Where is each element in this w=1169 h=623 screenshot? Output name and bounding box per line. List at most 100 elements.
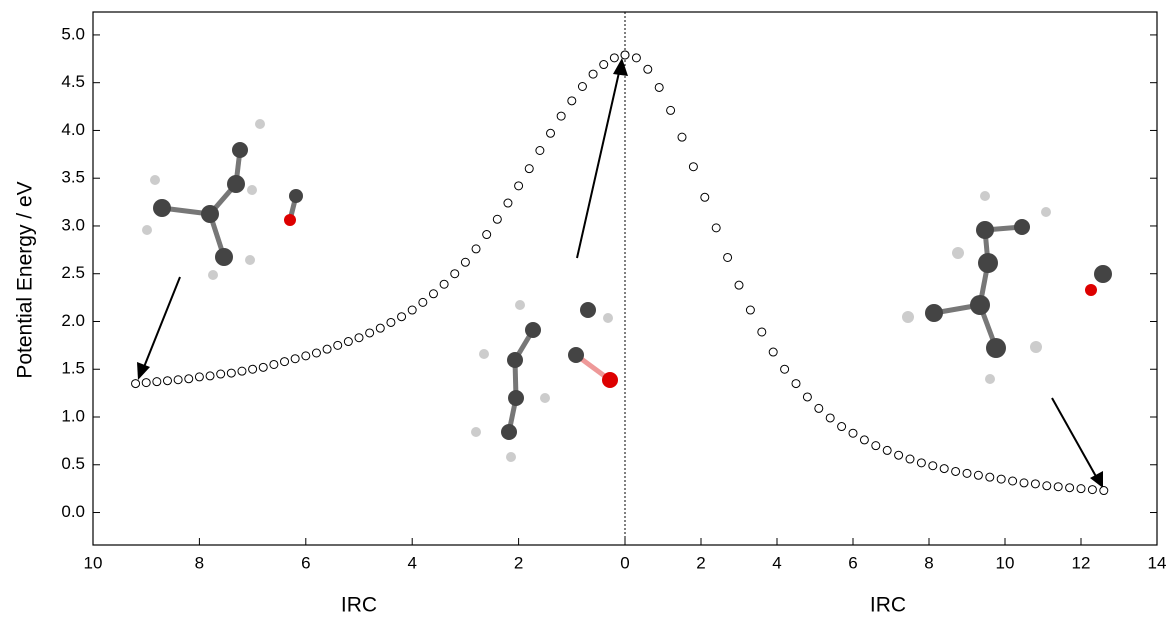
y-tick-label: 1.5	[61, 359, 85, 378]
point	[1065, 483, 1075, 493]
point	[311, 348, 321, 358]
point	[503, 198, 513, 208]
point	[928, 461, 938, 471]
molecule	[142, 119, 303, 280]
point	[333, 340, 343, 350]
point	[450, 269, 460, 279]
point	[152, 377, 162, 387]
point	[1008, 476, 1018, 486]
point	[194, 372, 204, 382]
point	[354, 333, 364, 343]
point	[258, 362, 268, 372]
y-tick-label: 3.5	[61, 168, 85, 187]
point	[951, 466, 961, 476]
x-tick-label: 0	[620, 553, 629, 572]
y-tick-label: 5.0	[61, 24, 85, 43]
y-tick-label: 3.0	[61, 215, 85, 234]
point	[301, 351, 311, 361]
point	[588, 69, 598, 79]
point	[791, 379, 801, 389]
y-axis-label: Potential Energy / eV	[14, 181, 37, 378]
point	[666, 105, 676, 115]
molecule	[902, 191, 1112, 384]
point	[556, 111, 566, 121]
point	[973, 470, 983, 480]
point	[734, 280, 744, 290]
arrow	[1051, 397, 1099, 481]
point	[802, 392, 812, 402]
point	[757, 327, 767, 337]
x-axis-label: IRC	[341, 594, 377, 617]
point	[1019, 478, 1029, 488]
point	[577, 82, 587, 92]
point	[825, 413, 835, 423]
x-tick-label: 2	[696, 553, 705, 572]
point	[184, 374, 194, 384]
x-tick-label: 12	[1072, 553, 1091, 572]
x-tick-label: 4	[407, 553, 416, 572]
point	[654, 82, 664, 92]
point	[471, 244, 481, 254]
point	[905, 454, 915, 464]
arrowhead	[613, 58, 628, 76]
point	[343, 337, 353, 347]
y-tick-label: 2.0	[61, 311, 85, 330]
point	[643, 64, 653, 74]
arrowhead	[137, 362, 150, 380]
point	[1053, 482, 1063, 492]
y-tick-label: 2.5	[61, 263, 85, 282]
point	[216, 369, 226, 379]
point	[916, 458, 926, 468]
point	[397, 312, 407, 322]
point	[985, 472, 995, 482]
point	[269, 359, 279, 369]
point	[162, 376, 172, 386]
point	[609, 53, 619, 63]
x-tick-label: 4	[772, 553, 781, 572]
point	[882, 445, 892, 455]
point	[546, 128, 556, 138]
point	[677, 132, 687, 142]
arrows	[141, 67, 1099, 481]
y-tick-label: 4.5	[61, 72, 85, 91]
point	[939, 464, 949, 474]
arrowhead	[1090, 471, 1103, 488]
point	[365, 328, 375, 338]
x-tick-label: 10	[84, 553, 103, 572]
point	[535, 146, 545, 156]
point	[859, 435, 869, 445]
point	[524, 164, 534, 174]
point	[492, 214, 502, 224]
point	[375, 323, 385, 333]
point	[996, 474, 1006, 484]
point	[631, 53, 641, 63]
point	[439, 279, 449, 289]
point	[460, 257, 470, 267]
x-tick-label: 8	[924, 553, 933, 572]
y-tick-label: 0.5	[61, 454, 85, 473]
point	[962, 468, 972, 478]
point	[620, 50, 630, 60]
point	[226, 368, 236, 378]
point	[205, 371, 215, 381]
point	[700, 192, 710, 202]
x-tick-label: 2	[514, 553, 523, 572]
point	[894, 450, 904, 460]
point	[768, 347, 778, 357]
point	[814, 403, 824, 413]
point	[290, 354, 300, 364]
point	[248, 364, 258, 374]
point	[237, 366, 247, 376]
point	[1087, 485, 1097, 495]
point	[482, 230, 492, 240]
point	[514, 181, 524, 191]
molecule	[471, 300, 618, 462]
point	[567, 96, 577, 106]
point	[871, 441, 881, 451]
point	[280, 357, 290, 367]
y-tick-label: 1.0	[61, 406, 85, 425]
point	[723, 252, 733, 262]
point	[711, 223, 721, 233]
point	[1030, 479, 1040, 489]
y-tick-label: 0.0	[61, 502, 85, 521]
